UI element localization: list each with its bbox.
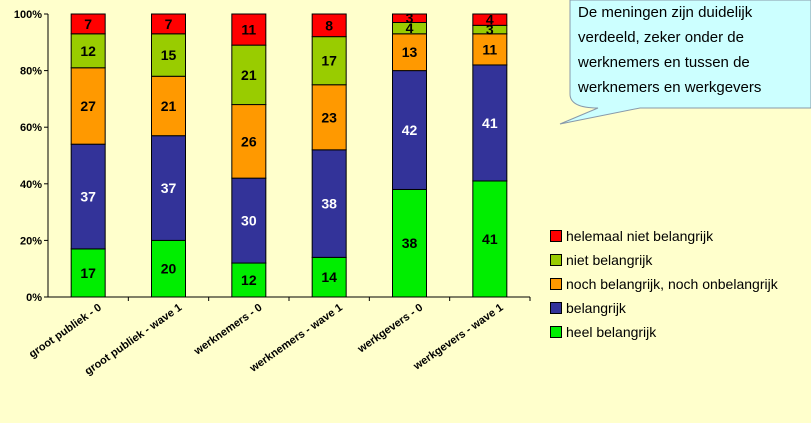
y-tick-label: 60% (20, 122, 42, 134)
data-label: 3 (486, 22, 494, 38)
callout-line: werknemers en tussen de (578, 54, 750, 71)
bar-segment (151, 13, 186, 35)
legend-swatch (550, 254, 562, 266)
x-tick-label: werkgevers - wave 1 (411, 302, 506, 373)
data-label: 15 (161, 47, 177, 63)
legend-label: niet belangrijk (566, 252, 653, 268)
data-label: 11 (482, 41, 497, 57)
bar-segment (70, 13, 106, 35)
bar-segment (70, 248, 106, 298)
bar-segment (231, 262, 267, 298)
bar-segment (70, 33, 106, 69)
legend: helemaal niet belangrijk niet belangrijk… (550, 224, 778, 344)
callout-line: De meningen zijn duidelijk (578, 4, 753, 21)
data-label: 30 (241, 213, 257, 229)
y-tick-label: 20% (20, 235, 42, 247)
bar-segment (392, 33, 427, 72)
data-label: 7 (84, 16, 92, 32)
legend-swatch (550, 230, 562, 242)
data-label: 17 (321, 53, 337, 69)
x-tick-label: groot publiek - 0 (27, 302, 104, 361)
data-label: 38 (321, 196, 337, 212)
legend-item: heel belangrijk (550, 320, 778, 344)
x-tick-label: werkgevers - 0 (355, 302, 425, 356)
data-label: 7 (165, 16, 173, 32)
bar-segment (151, 33, 186, 77)
bar-segment (311, 149, 347, 258)
legend-label: helemaal niet belangrijk (566, 228, 714, 244)
y-tick-label: 80% (20, 66, 42, 78)
data-label: 21 (161, 98, 177, 114)
x-tick-label: werknemers - 0 (191, 302, 264, 358)
data-label: 4 (406, 20, 414, 36)
bar-segment (472, 13, 508, 26)
bar-segment (311, 256, 347, 298)
data-label: 42 (402, 122, 418, 138)
legend-swatch (550, 278, 562, 290)
data-label: 3 (406, 10, 414, 26)
y-tick-label: 40% (20, 179, 42, 191)
callout-line: werknemers en werkgevers (578, 79, 762, 96)
bar-segment (70, 143, 106, 250)
legend-swatch (550, 326, 562, 338)
y-tick-label: 100% (14, 9, 42, 21)
bar-segment (472, 180, 508, 298)
callout-text: De meningen zijn duidelijk verdeeld, zek… (578, 0, 811, 100)
legend-label: heel belangrijk (566, 324, 657, 340)
legend-label: belangrijk (566, 300, 626, 316)
bar-segment (472, 64, 508, 182)
bar-segment (392, 188, 427, 298)
data-label: 11 (241, 22, 256, 38)
bar-segment (472, 33, 508, 66)
bar-segment (151, 239, 186, 298)
data-label: 26 (241, 133, 257, 149)
data-label: 21 (241, 67, 257, 83)
bar-segment (311, 36, 347, 86)
bar-segment (392, 13, 427, 23)
data-label: 8 (325, 17, 333, 33)
bar-segment (392, 70, 427, 190)
data-label: 17 (80, 265, 96, 281)
data-label: 27 (80, 98, 96, 114)
data-label: 12 (80, 43, 96, 59)
bar-segment (70, 67, 106, 145)
data-label: 23 (321, 109, 337, 125)
data-label: 4 (486, 12, 494, 28)
legend-swatch (550, 302, 562, 314)
bar-segment (311, 84, 347, 151)
data-label: 38 (402, 235, 418, 251)
data-label: 14 (321, 269, 337, 285)
legend-label: noch belangrijk, noch onbelangrijk (566, 276, 778, 292)
data-label: 20 (161, 261, 177, 277)
legend-item: niet belangrijk (550, 248, 778, 272)
bar-segment (231, 13, 267, 46)
bar-segment (151, 75, 186, 137)
y-tick-label: 0% (26, 292, 42, 304)
bar-segment (231, 44, 267, 106)
data-label: 41 (482, 115, 498, 131)
legend-item: helemaal niet belangrijk (550, 224, 778, 248)
data-label: 13 (402, 44, 418, 60)
callout-bubble (559, 0, 811, 125)
bar-segment (231, 104, 267, 179)
legend-item: noch belangrijk, noch onbelangrijk (550, 272, 778, 296)
data-label: 12 (241, 272, 257, 288)
bar-segment (231, 177, 267, 264)
legend-item: belangrijk (550, 296, 778, 320)
bar-segment (311, 13, 347, 38)
data-label: 37 (80, 189, 96, 205)
data-label: 41 (482, 231, 498, 247)
data-label: 37 (161, 180, 177, 196)
bar-segment (151, 135, 186, 241)
callout-line: verdeeld, zeker onder de (578, 29, 744, 46)
